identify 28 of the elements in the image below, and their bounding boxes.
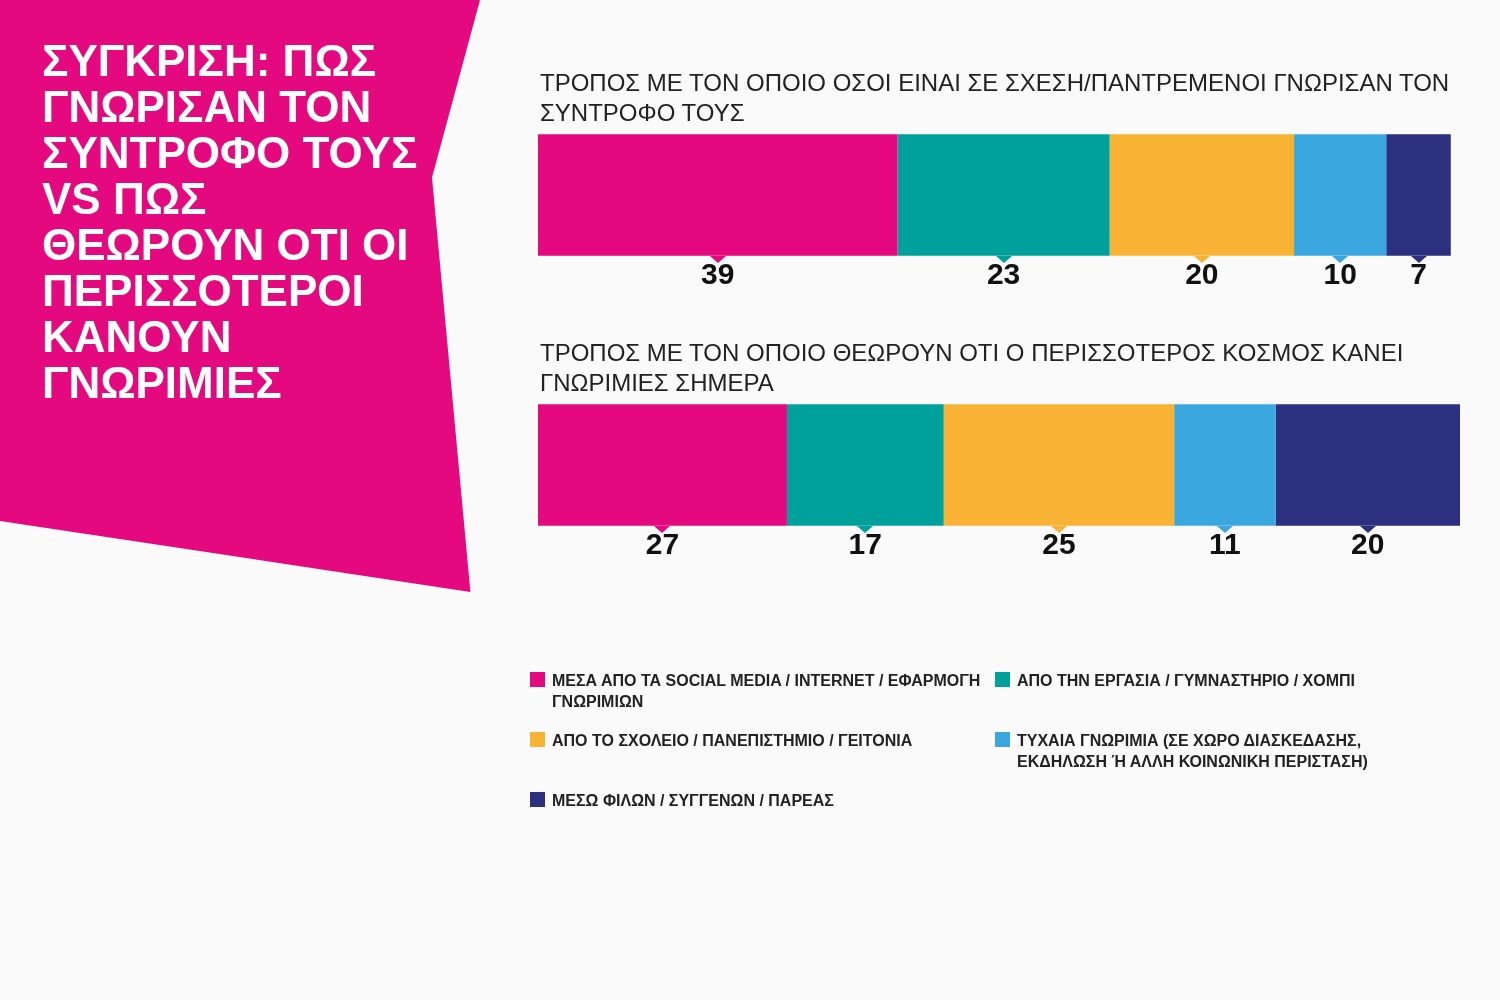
data-label: 25: [1042, 527, 1076, 561]
bar: [1174, 404, 1276, 526]
bar: [1294, 134, 1387, 256]
data-label: 20: [1185, 257, 1219, 291]
data-label: 10: [1323, 257, 1357, 291]
bar: [538, 134, 898, 256]
y-tick-label: ΤΡΟΠΟΣ ΜΕ ΤΟΝ ΟΠΟΙΟ ΟΣΟΙ ΕΙΝΑΙ ΣΕ ΣΧΕΣΗ/ΠΑΝΤΡΕΜΕΝΟΙ ΓΝΩΡΙΣΑΝ ΤΟΝ ΣΥΝΤΡΟΦΟ ΤΟΥΣ: [540, 68, 1450, 126]
bar: [897, 134, 1110, 256]
data-label: 17: [848, 527, 882, 561]
data-label: 23: [986, 257, 1021, 291]
data-label: 27: [645, 527, 680, 561]
text: ΣΥΓΚΡΙΣΗ: ΠΩΣ ΓΝΩΡΙΣΑΝ ΤΟΝ ΣΥΝΤΡΟΦΟ ΤΟΥΣ VS ΠΩΣ ΘΕΩΡΟΥΝ ΟΤΙ ΟΙ ΠΕΡΙΣΣΟΤΕΡΟΙ ΚΑΝΟΥΝ ΓΝΩΡΙΜΙΕΣ: [42, 36, 419, 407]
bar: [1109, 134, 1295, 256]
legend-label: ΜΕΣΑ ΑΠΟ ΤΑ SOCIAL MEDIA / INTERNET / ΕΦΑΡΜΟΓΗ ΓΝΩΡΙΜΙΩΝ: [552, 671, 982, 712]
legend-label: ΤΥΧΑΙΑ ΓΝΩΡΙΜΙΑ (ΣΕ ΧΩΡΟ ΔΙΑΣΚΕΔΑΣΗΣ, ΕΚΔΗΛΩΣΗ Ή ΑΛΛΗ ΚΟΙΝΩΝΙΚΗ ΠΕΡΙΣΤΑΣΗ): [1017, 731, 1369, 772]
bar: [786, 404, 944, 526]
y-tick-label: ΤΡΟΠΟΣ ΜΕ ΤΟΝ ΟΠΟΙΟ ΘΕΩΡΟΥΝ ΟΤΙ Ο ΠΕΡΙΣΣΟΤΕΡΟΣ ΚΟΣΜΟΣ ΚΑΝΕΙ ΓΝΩΡΙΜΙΕΣ ΣΗΜΕΡΑ: [540, 338, 1404, 396]
bar: [943, 404, 1175, 526]
legend-label: ΑΠΟ ΤΟ ΣΧΟΛΕΙΟ / ΠΑΝΕΠΙΣΤΗΜΙΟ / ΓΕΙΤΟΝΙΑ: [552, 731, 913, 751]
legend-label: ΑΠΟ ΤΗΝ ΕΡΓΑΣΙΑ / ΓΥΜΝΑΣΤΗΡΙΟ / ΧΟΜΠΙ: [1017, 671, 1356, 691]
bar: [538, 404, 787, 526]
bar: [1386, 134, 1451, 256]
data-label: 39: [701, 257, 735, 291]
bar: [1275, 404, 1460, 526]
data-label: 7: [1410, 257, 1427, 291]
data-label: 11: [1209, 527, 1241, 561]
data-label: 20: [1351, 527, 1385, 561]
legend-label: ΜΕΣΩ ΦΙΛΩΝ / ΣΥΓΓΕΝΩΝ / ΠΑΡΕΑΣ: [552, 791, 834, 811]
